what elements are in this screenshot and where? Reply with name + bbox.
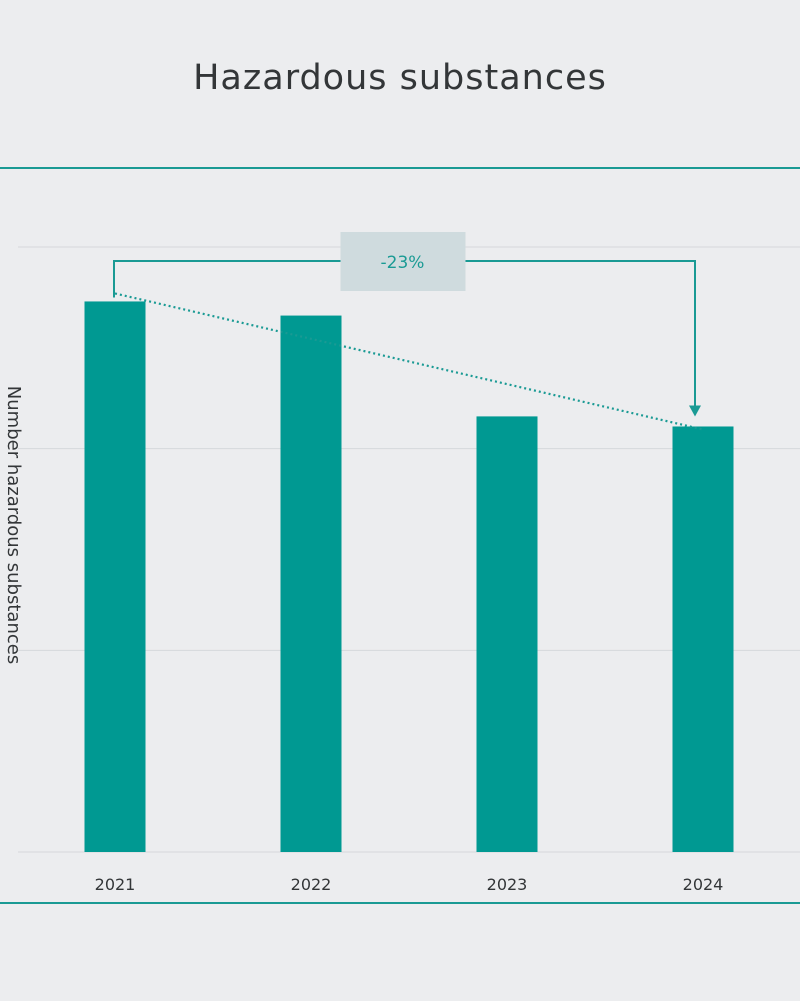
bar-2023 <box>476 416 538 852</box>
top-divider <box>0 167 800 169</box>
change-annotation: -23% <box>113 232 701 417</box>
bottom-divider <box>0 902 800 904</box>
x-tick-label: 2023 <box>487 875 528 894</box>
annotation-label-box <box>340 232 466 291</box>
bars <box>84 301 734 853</box>
x-tick-label: 2022 <box>291 875 332 894</box>
x-tick-label: 2024 <box>683 875 724 894</box>
bar-2024 <box>672 426 734 852</box>
x-tick-label: 2021 <box>95 875 136 894</box>
annotation-label: -23% <box>381 253 425 273</box>
gridlines <box>18 246 800 853</box>
y-axis-label: Number hazardous substances <box>3 386 24 664</box>
chart-title: Hazardous substances <box>193 58 607 98</box>
trend-line <box>114 292 704 431</box>
bar-2021 <box>84 301 146 852</box>
bar-2022 <box>280 315 342 853</box>
arrow-head-icon <box>689 405 701 417</box>
dotted-trend-line <box>114 292 704 431</box>
x-axis-ticks: 2021 2022 2023 2024 <box>95 875 724 894</box>
